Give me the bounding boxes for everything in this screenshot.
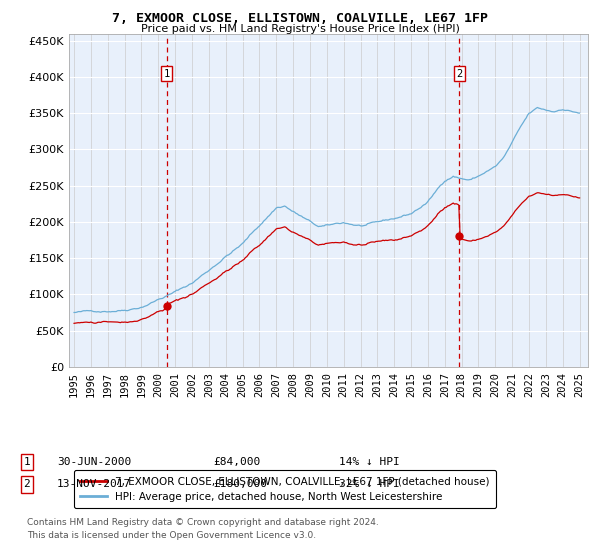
Text: 30-JUN-2000: 30-JUN-2000 <box>57 457 131 467</box>
Legend: 7, EXMOOR CLOSE, ELLISTOWN, COALVILLE, LE67 1FP (detached house), HPI: Average p: 7, EXMOOR CLOSE, ELLISTOWN, COALVILLE, L… <box>74 470 496 508</box>
Text: 1: 1 <box>23 457 31 467</box>
Text: 32% ↓ HPI: 32% ↓ HPI <box>339 479 400 489</box>
Text: 1: 1 <box>164 68 170 78</box>
Text: 13-NOV-2017: 13-NOV-2017 <box>57 479 131 489</box>
Text: 14% ↓ HPI: 14% ↓ HPI <box>339 457 400 467</box>
Text: 2: 2 <box>23 479 31 489</box>
Text: £84,000: £84,000 <box>213 457 260 467</box>
Text: 2: 2 <box>457 68 463 78</box>
Text: Price paid vs. HM Land Registry's House Price Index (HPI): Price paid vs. HM Land Registry's House … <box>140 24 460 34</box>
Text: 7, EXMOOR CLOSE, ELLISTOWN, COALVILLE, LE67 1FP: 7, EXMOOR CLOSE, ELLISTOWN, COALVILLE, L… <box>112 12 488 25</box>
Text: £180,000: £180,000 <box>213 479 267 489</box>
Text: Contains HM Land Registry data © Crown copyright and database right 2024.
This d: Contains HM Land Registry data © Crown c… <box>27 518 379 539</box>
